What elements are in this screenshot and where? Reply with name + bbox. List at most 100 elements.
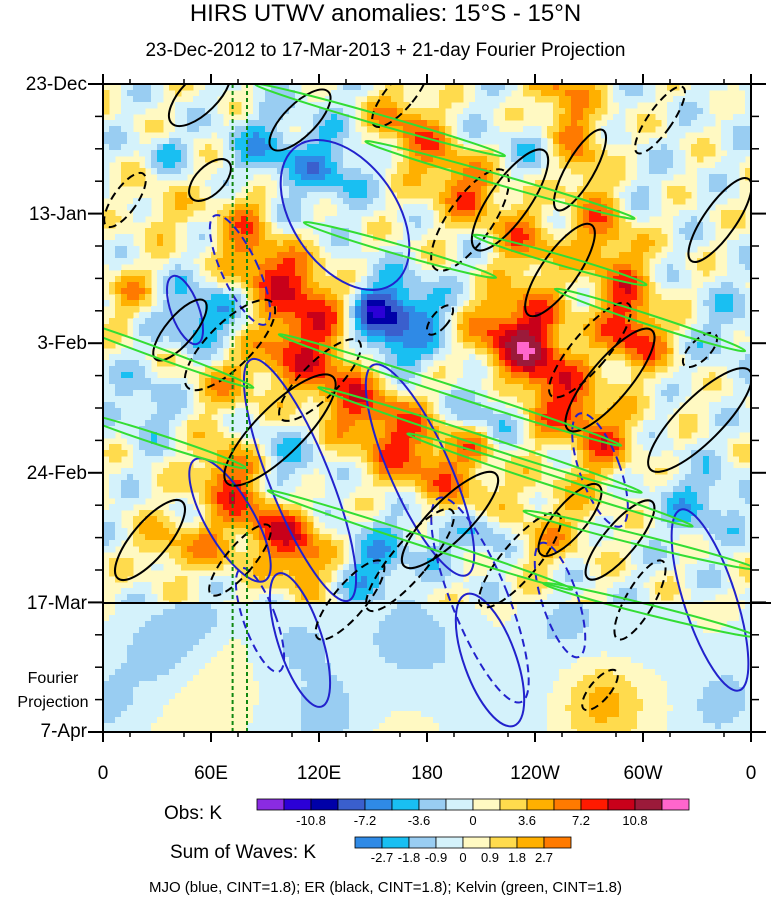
obs-cell [247, 150, 254, 157]
obs-cell [433, 174, 440, 181]
obs-cell [367, 312, 374, 319]
obs-cell [439, 336, 446, 343]
obs-cell [145, 342, 152, 349]
obs-cell [307, 432, 314, 439]
obs-cell [331, 132, 338, 139]
obs-cell [595, 426, 602, 433]
obs-cell [139, 366, 146, 373]
obs-cell [661, 306, 668, 313]
obs-cell [415, 228, 422, 235]
obs-cell [595, 108, 602, 115]
obs-cell [535, 360, 542, 367]
obs-cell [709, 204, 716, 211]
obs-cell [205, 390, 212, 397]
obs-cell [529, 162, 536, 169]
obs-cell [253, 240, 260, 247]
obs-cell [103, 156, 110, 163]
obs-cell [661, 312, 668, 319]
obs-cell [283, 432, 290, 439]
obs-cell [541, 348, 548, 355]
obs-cell [571, 228, 578, 235]
obs-cell [337, 330, 344, 337]
obs-cell [607, 138, 614, 145]
obs-cell [187, 330, 194, 337]
obs-cell [517, 276, 524, 283]
obs-cell [367, 276, 374, 283]
obs-cell [655, 384, 662, 391]
obs-cell [259, 342, 266, 349]
obs-cell [559, 96, 566, 103]
obs-cell [205, 336, 212, 343]
obs-cell [691, 324, 698, 331]
obs-cell [481, 408, 488, 415]
obs-cell [511, 378, 518, 385]
obs-cell [607, 156, 614, 163]
obs-cell [679, 342, 686, 349]
obs-cell [721, 84, 728, 91]
obs-cell [589, 402, 596, 409]
obs-cell [283, 192, 290, 199]
obs-cell [337, 360, 344, 367]
obs-cell [259, 354, 266, 361]
obs-cell [403, 306, 410, 313]
obs-cell [295, 294, 302, 301]
obs-cell [667, 150, 674, 157]
obs-cell [469, 204, 476, 211]
obs-cell [229, 120, 236, 127]
obs-cell [499, 348, 506, 355]
obs-cell [253, 90, 260, 97]
obs-cell [685, 276, 692, 283]
obs-cell [679, 150, 686, 157]
obs-cell [253, 396, 260, 403]
obs-cell [283, 252, 290, 259]
obs-cell [559, 156, 566, 163]
obs-cell [337, 114, 344, 121]
obs-cell [709, 168, 716, 175]
obs-cell [271, 402, 278, 409]
obs-cell [691, 120, 698, 127]
obs-cell [361, 384, 368, 391]
obs-cell [547, 318, 554, 325]
obs-cell [109, 144, 116, 151]
obs-cell [373, 384, 380, 391]
obs-cell [199, 372, 206, 379]
obs-cell [541, 342, 548, 349]
obs-cell [355, 216, 362, 223]
obs-cell [745, 330, 751, 337]
obs-cell [571, 222, 578, 229]
obs-cell [391, 258, 398, 265]
obs-cell [745, 150, 751, 157]
obs-cell [475, 372, 482, 379]
obs-cell [289, 198, 296, 205]
obs-cell [181, 84, 188, 91]
obs-cell [175, 294, 182, 301]
obs-cell [427, 414, 434, 421]
obs-cell [289, 282, 296, 289]
obs-cell [193, 312, 200, 319]
obs-cell [109, 360, 116, 367]
obs-cell [109, 384, 116, 391]
obs-cell [745, 252, 751, 259]
obs-cell [493, 210, 500, 217]
obs-cell [169, 330, 176, 337]
obs-cell [397, 138, 404, 145]
obs-cell [331, 336, 338, 343]
obs-cell [427, 276, 434, 283]
obs-cell [253, 222, 260, 229]
obs-cell [475, 132, 482, 139]
obs-cell [229, 108, 236, 115]
obs-cell [595, 174, 602, 181]
obs-cell [271, 324, 278, 331]
obs-cell [277, 318, 284, 325]
obs-cell [571, 336, 578, 343]
obs-cell [637, 120, 644, 127]
obs-cell [145, 162, 152, 169]
obs-cell [685, 348, 692, 355]
obs-cell [205, 402, 212, 409]
obs-cell [523, 222, 530, 229]
obs-cell [535, 324, 542, 331]
obs-cell [205, 366, 212, 373]
obs-cell [253, 138, 260, 145]
obs-cell [529, 144, 536, 151]
obs-cell [373, 282, 380, 289]
